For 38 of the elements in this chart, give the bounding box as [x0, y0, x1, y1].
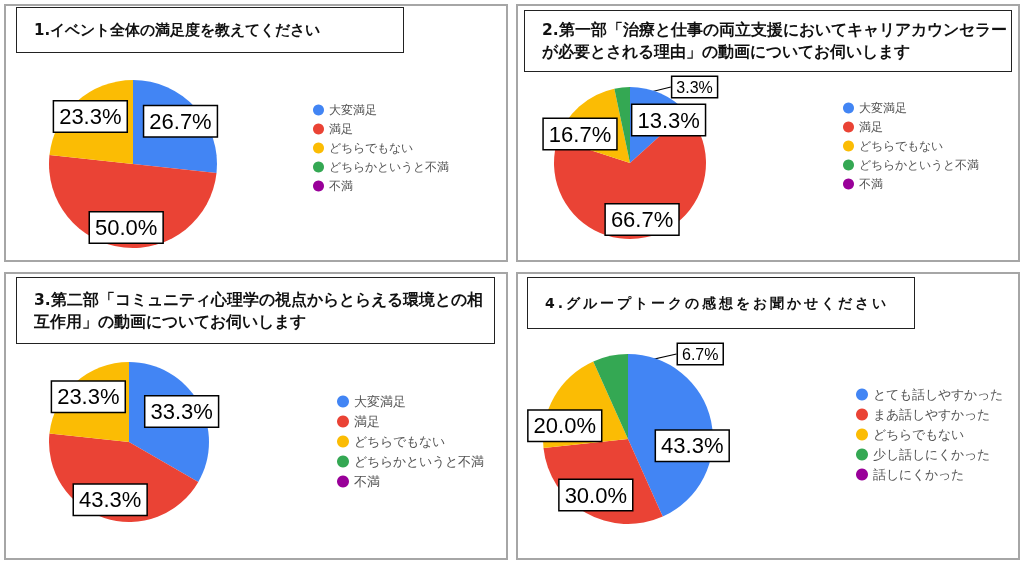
legend-label: とても話しやすかった — [873, 387, 1003, 402]
legend-label: 不満 — [329, 179, 353, 193]
legend-label: 満足 — [354, 414, 380, 429]
legend-label: 満足 — [329, 122, 353, 136]
legend-label: どちらでもない — [329, 141, 413, 155]
data-label: 66.7% — [610, 206, 674, 232]
data-label: 50.0% — [95, 214, 158, 240]
data-label: 20.0% — [533, 413, 596, 439]
legend-label: 満足 — [859, 120, 883, 134]
data-label: 23.3% — [59, 104, 122, 130]
legend-label: 話しにくかった — [873, 467, 964, 482]
data-label: 6.7% — [682, 345, 719, 363]
data-label: 13.3% — [637, 107, 700, 133]
legend-label: どちらでもない — [859, 139, 943, 153]
data-label: 43.3% — [79, 487, 142, 513]
legend-label: 不満 — [354, 474, 380, 489]
legend-label: 不満 — [859, 177, 883, 191]
legend-label: どちらかというと不満 — [329, 160, 449, 174]
data-label: 30.0% — [564, 482, 628, 508]
legend-label: どちらかというと不満 — [859, 158, 979, 172]
legend-label: どちらでもない — [873, 427, 964, 442]
data-label: 43.3% — [661, 433, 724, 459]
legend-label: どちらかというと不満 — [354, 454, 484, 469]
chart-title: 3.第二部「コミュニティ心理学の視点からとらえる環境との相互作用」の動画についてお伺いします — [34, 289, 484, 333]
legend-label: まあ話しやすかった — [873, 407, 990, 422]
legend-label: どちらでもない — [354, 434, 445, 449]
data-label: 3.3% — [676, 78, 713, 96]
data-label: 23.3% — [57, 384, 120, 410]
legend-label: 大変満足 — [329, 103, 377, 117]
data-label: 26.7% — [149, 108, 212, 134]
chart-title: 1.イベント全体の満足度を教えてください — [34, 20, 321, 41]
chart-title: 2.第一部「治療と仕事の両立支援においてキャリアカウンセラーが必要とされる理由」の動画についてお伺いします — [542, 20, 1007, 63]
data-label: 33.3% — [150, 399, 213, 425]
data-label: 16.7% — [548, 121, 612, 147]
chart-title: 4.グループトークの感想をお聞かせください — [545, 294, 890, 313]
legend-label: 大変満足 — [354, 394, 406, 409]
legend-label: 大変満足 — [859, 101, 907, 115]
legend-label: 少し話しにくかった — [873, 447, 990, 462]
